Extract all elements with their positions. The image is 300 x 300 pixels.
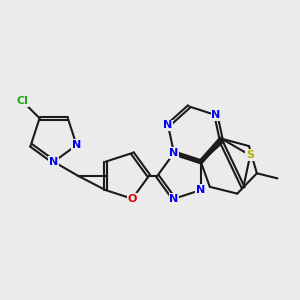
Text: N: N [169,194,178,204]
Text: N: N [49,157,58,167]
Text: S: S [246,150,254,160]
Text: N: N [211,110,220,120]
Text: N: N [164,120,173,130]
Text: N: N [169,148,178,158]
Text: N: N [196,185,206,195]
Text: O: O [128,194,137,204]
Text: Cl: Cl [16,96,28,106]
Text: N: N [72,140,81,150]
